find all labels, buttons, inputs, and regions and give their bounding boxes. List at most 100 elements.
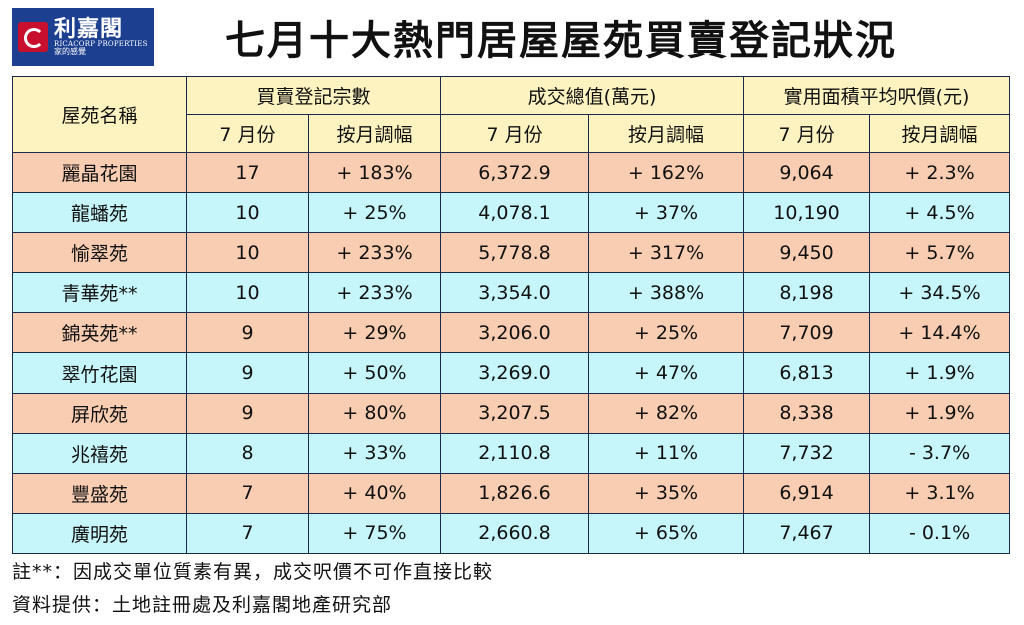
cell-registrations: 9: [186, 312, 309, 354]
cell-avg-psf: 9,064: [743, 151, 871, 194]
table-row: 廣明苑 7 + 75% 2,660.8 + 65% 7,467 - 0.1%: [12, 512, 1011, 555]
cell-estate-name: 青華苑**: [12, 272, 187, 314]
cell-registrations: 10: [186, 192, 309, 234]
cell-avg-psf-change: + 3.1%: [869, 472, 1011, 514]
cell-avg-psf-change: + 14.4%: [869, 312, 1011, 354]
subheader-psf-change: 按月調幅: [869, 114, 1011, 153]
cell-registrations: 9: [186, 352, 309, 394]
cell-total-value: 4,078.1: [440, 192, 590, 234]
header-avg-psf: 實用面積平均呎價(元): [743, 76, 1011, 115]
cell-total-value-change: + 37%: [588, 192, 745, 234]
subheader-reg-month: 7 月份: [186, 114, 309, 153]
cell-estate-name: 錦英苑**: [12, 312, 187, 354]
subheader-value-change: 按月調幅: [588, 114, 745, 153]
cell-registrations-change: + 40%: [307, 472, 442, 514]
cell-avg-psf-change: + 5.7%: [869, 232, 1011, 274]
cell-total-value-change: + 317%: [588, 232, 745, 274]
table-row: 青華苑** 10 + 233% 3,354.0 + 388% 8,198 + 3…: [12, 272, 1011, 314]
cell-total-value: 3,207.5: [440, 392, 590, 434]
cell-avg-psf: 6,813: [743, 352, 871, 394]
cell-registrations: 10: [186, 232, 309, 274]
cell-avg-psf-change: + 4.5%: [869, 192, 1011, 234]
logo-name-en: RICACORP PROPERTIES: [54, 39, 148, 48]
table-row: 豐盛苑 7 + 40% 1,826.6 + 35% 6,914 + 3.1%: [12, 472, 1011, 514]
cell-avg-psf: 7,732: [743, 432, 871, 474]
cell-avg-psf-change: + 34.5%: [869, 272, 1011, 314]
cell-total-value-change: + 11%: [588, 432, 745, 474]
cell-registrations-change: + 80%: [307, 392, 442, 434]
cell-registrations: 7: [186, 512, 309, 555]
cell-avg-psf: 7,467: [743, 512, 871, 555]
cell-estate-name: 豐盛苑: [12, 472, 187, 514]
table-row: 愉翠苑 10 + 233% 5,778.8 + 317% 9,450 + 5.7…: [12, 232, 1011, 274]
cell-estate-name: 翠竹花園: [12, 352, 187, 394]
cell-registrations: 7: [186, 472, 309, 514]
cell-registrations: 8: [186, 432, 309, 474]
cell-estate-name: 兆禧苑: [12, 432, 187, 474]
company-logo: 利嘉閣 RICACORP PROPERTIES 家的感覺: [12, 8, 154, 66]
cell-estate-name: 屏欣苑: [12, 392, 187, 434]
cell-total-value: 6,372.9: [440, 151, 590, 194]
cell-avg-psf: 9,450: [743, 232, 871, 274]
logo-name-cn: 利嘉閣: [54, 16, 124, 42]
cell-total-value-change: + 47%: [588, 352, 745, 394]
cell-registrations: 10: [186, 272, 309, 314]
table-row: 兆禧苑 8 + 33% 2,110.8 + 11% 7,732 - 3.7%: [12, 432, 1011, 474]
cell-registrations: 9: [186, 392, 309, 434]
subheader-psf-month: 7 月份: [743, 114, 871, 153]
cell-registrations-change: + 233%: [307, 232, 442, 274]
cell-total-value: 3,206.0: [440, 312, 590, 354]
cell-estate-name: 龍蟠苑: [12, 192, 187, 234]
notes: 註**：因成交單位質素有異，成交呎價不可作直接比較 資料提供：土地註冊處及利嘉閣…: [12, 556, 493, 622]
source-note: 資料提供：土地註冊處及利嘉閣地產研究部: [12, 594, 393, 616]
subheader-reg-change: 按月調幅: [307, 114, 442, 153]
header-total-value: 成交總值(萬元): [440, 76, 745, 115]
cell-estate-name: 愉翠苑: [12, 232, 187, 274]
cell-estate-name: 麗晶花園: [12, 151, 187, 194]
cell-total-value: 2,660.8: [440, 512, 590, 555]
cell-avg-psf: 6,914: [743, 472, 871, 514]
table-row: 龍蟠苑 10 + 25% 4,078.1 + 37% 10,190 + 4.5%: [12, 192, 1011, 234]
cell-total-value-change: + 388%: [588, 272, 745, 314]
table-row: 翠竹花園 9 + 50% 3,269.0 + 47% 6,813 + 1.9%: [12, 352, 1011, 394]
cell-total-value-change: + 162%: [588, 151, 745, 194]
cell-total-value: 3,354.0: [440, 272, 590, 314]
cell-registrations-change: + 183%: [307, 151, 442, 194]
cell-total-value-change: + 65%: [588, 512, 745, 555]
cell-registrations-change: + 29%: [307, 312, 442, 354]
logo-mark-icon: [18, 22, 48, 52]
cell-total-value: 3,269.0: [440, 352, 590, 394]
cell-avg-psf-change: - 0.1%: [869, 512, 1011, 555]
cell-avg-psf-change: + 1.9%: [869, 392, 1011, 434]
cell-registrations-change: + 33%: [307, 432, 442, 474]
header-registrations: 買賣登記宗數: [185, 76, 442, 115]
subheader-value-month: 7 月份: [440, 114, 590, 153]
cell-total-value-change: + 35%: [588, 472, 745, 514]
estate-table: 屋苑名稱 買賣登記宗數 成交總值(萬元) 實用面積平均呎價(元) 7 月份 按月…: [12, 76, 1011, 555]
table-row: 麗晶花園 17 + 183% 6,372.9 + 162% 9,064 + 2.…: [12, 151, 1011, 194]
cell-avg-psf-change: - 3.7%: [869, 432, 1011, 474]
cell-total-value: 1,826.6: [440, 472, 590, 514]
cell-total-value: 2,110.8: [440, 432, 590, 474]
cell-registrations: 17: [186, 151, 309, 194]
cell-avg-psf: 8,338: [743, 392, 871, 434]
cell-registrations-change: + 75%: [307, 512, 442, 555]
cell-total-value: 5,778.8: [440, 232, 590, 274]
cell-registrations-change: + 50%: [307, 352, 442, 394]
cell-avg-psf: 7,709: [743, 312, 871, 354]
cell-avg-psf-change: + 1.9%: [869, 352, 1011, 394]
cell-total-value-change: + 25%: [588, 312, 745, 354]
cell-avg-psf-change: + 2.3%: [869, 151, 1011, 194]
page-title: 七月十大熱門居屋屋苑買賣登記狀況: [225, 18, 897, 64]
cell-avg-psf: 10,190: [743, 192, 871, 234]
cell-avg-psf: 8,198: [743, 272, 871, 314]
header-estate-name: 屋苑名稱: [12, 76, 187, 153]
cell-total-value-change: + 82%: [588, 392, 745, 434]
footnote: 註**：因成交單位質素有異，成交呎價不可作直接比較: [12, 561, 494, 583]
cell-registrations-change: + 25%: [307, 192, 442, 234]
logo-slogan: 家的感覺: [54, 47, 86, 57]
table-row: 錦英苑** 9 + 29% 3,206.0 + 25% 7,709 + 14.4…: [12, 312, 1011, 354]
cell-registrations-change: + 233%: [307, 272, 442, 314]
table-row: 屏欣苑 9 + 80% 3,207.5 + 82% 8,338 + 1.9%: [12, 392, 1011, 434]
logo-text: 利嘉閣 RICACORP PROPERTIES 家的感覺: [54, 16, 148, 57]
